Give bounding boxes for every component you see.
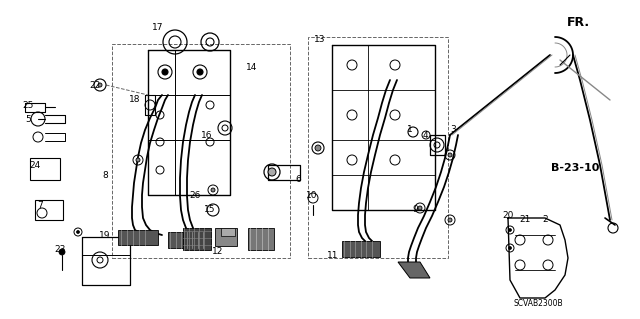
Circle shape xyxy=(509,247,511,249)
Circle shape xyxy=(197,69,203,75)
Text: 12: 12 xyxy=(212,248,224,256)
Bar xyxy=(30,158,60,180)
Text: SCVAB2300B: SCVAB2300B xyxy=(513,299,563,308)
Circle shape xyxy=(59,249,65,255)
Circle shape xyxy=(77,231,79,234)
Circle shape xyxy=(448,218,452,222)
Text: 18: 18 xyxy=(129,95,141,105)
Text: 25: 25 xyxy=(22,100,34,109)
Text: 2: 2 xyxy=(542,216,548,225)
Text: 19: 19 xyxy=(99,231,111,240)
Text: 24: 24 xyxy=(29,160,40,169)
Text: B-23-10: B-23-10 xyxy=(551,163,599,173)
Text: 14: 14 xyxy=(246,63,258,72)
Bar xyxy=(35,200,63,220)
Text: 9: 9 xyxy=(412,205,418,214)
Circle shape xyxy=(162,69,168,75)
Text: 17: 17 xyxy=(152,24,164,33)
Circle shape xyxy=(315,145,321,151)
Text: 21: 21 xyxy=(519,216,531,225)
Text: 7: 7 xyxy=(37,201,43,210)
Text: 1: 1 xyxy=(407,125,413,135)
Bar xyxy=(168,232,210,248)
Bar xyxy=(248,228,274,250)
Text: 11: 11 xyxy=(327,250,339,259)
Text: 4: 4 xyxy=(422,130,428,139)
Bar xyxy=(112,44,290,258)
Text: 16: 16 xyxy=(201,130,212,139)
Circle shape xyxy=(136,158,140,162)
Circle shape xyxy=(268,168,276,176)
Circle shape xyxy=(211,188,215,192)
Bar xyxy=(118,230,158,245)
Bar xyxy=(308,37,448,258)
Text: 26: 26 xyxy=(189,190,201,199)
Text: 10: 10 xyxy=(307,190,317,199)
Bar xyxy=(221,228,235,236)
Text: FR.: FR. xyxy=(567,16,590,28)
Text: 13: 13 xyxy=(314,35,326,44)
Circle shape xyxy=(509,228,511,232)
Text: 6: 6 xyxy=(295,175,301,184)
Bar xyxy=(183,228,211,250)
Circle shape xyxy=(448,153,452,157)
Text: 15: 15 xyxy=(204,205,216,214)
Text: 22: 22 xyxy=(90,80,100,90)
Text: 20: 20 xyxy=(502,211,514,219)
Bar xyxy=(342,241,380,257)
Text: 23: 23 xyxy=(54,246,66,255)
Text: 8: 8 xyxy=(102,170,108,180)
Circle shape xyxy=(98,83,102,87)
Circle shape xyxy=(418,206,422,210)
Polygon shape xyxy=(398,262,430,278)
Bar xyxy=(215,228,237,246)
Text: 5: 5 xyxy=(25,115,31,124)
Text: 3: 3 xyxy=(450,125,456,135)
